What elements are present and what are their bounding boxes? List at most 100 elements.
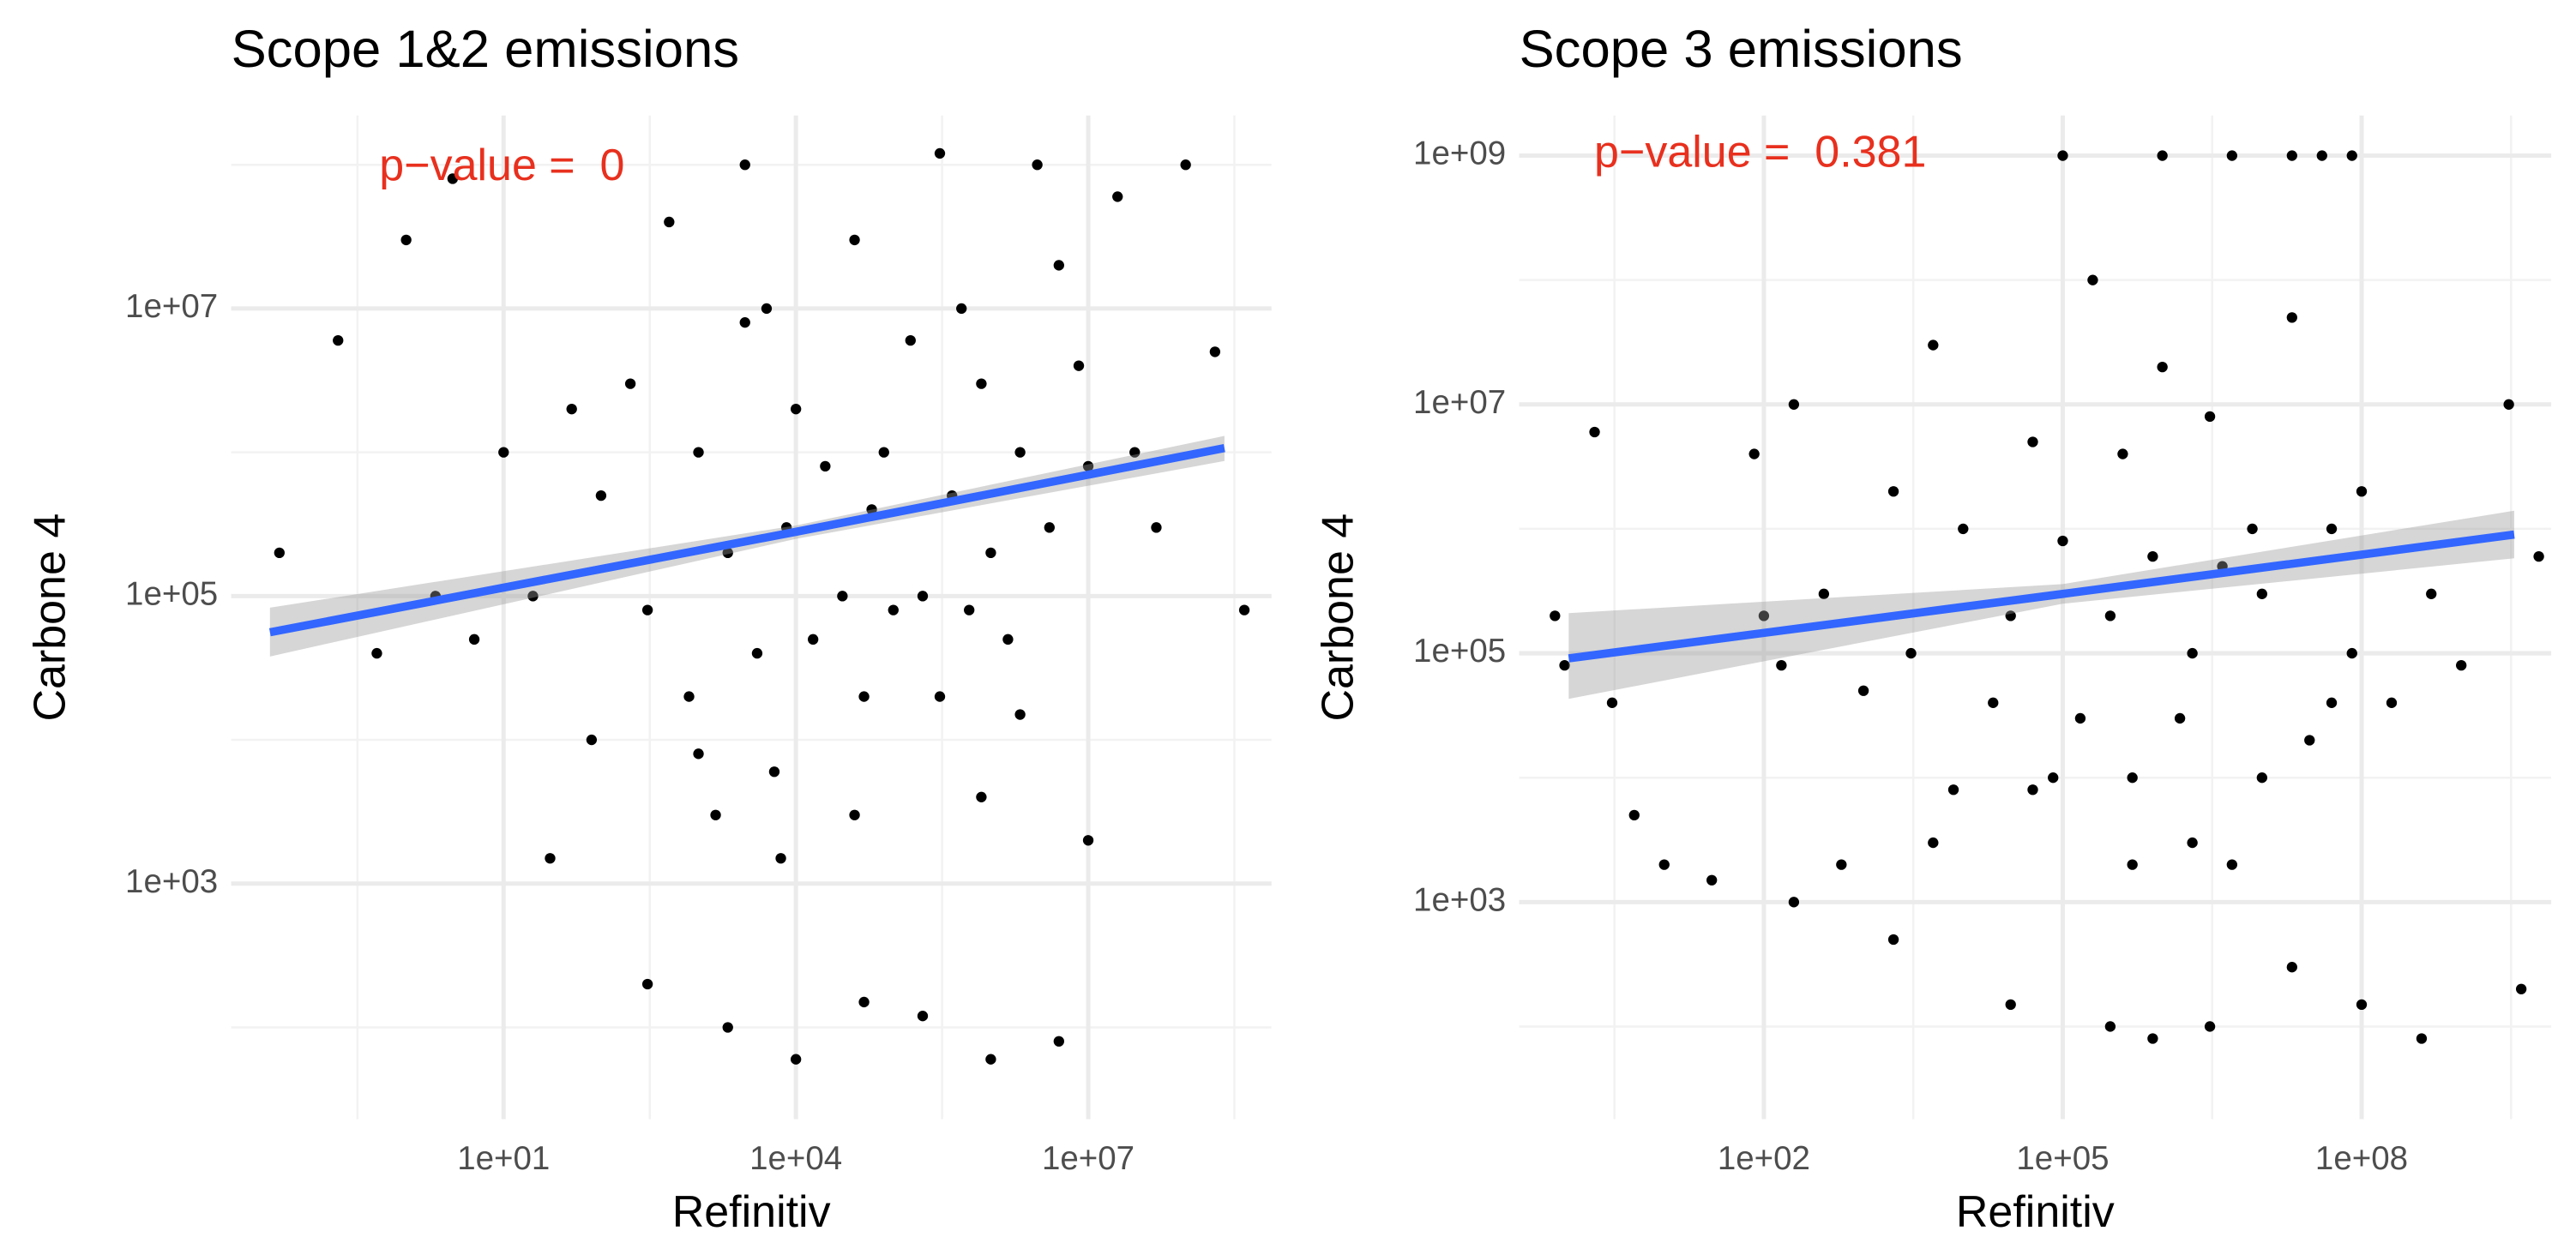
point — [2048, 772, 2059, 784]
point — [722, 1022, 733, 1033]
confidence-band — [269, 435, 1225, 657]
point — [2326, 697, 2338, 708]
fit-line — [1568, 530, 2515, 663]
x-tick-label: 1e+01 — [457, 1140, 550, 1177]
point — [693, 447, 704, 458]
point — [917, 591, 929, 602]
point — [849, 234, 860, 246]
y-tick-label: 1e+03 — [125, 863, 218, 900]
point — [2127, 859, 2138, 870]
point — [2515, 983, 2527, 994]
panel: 1e+02 1e+05 1e+08 1e+03 1e+05 1e+07 1e+09 Scope… — [1313, 20, 2552, 1237]
point — [468, 634, 480, 645]
point — [2286, 962, 2297, 973]
point — [1073, 360, 1085, 371]
x-tick-label: 1e+07 — [1042, 1140, 1135, 1177]
point — [586, 734, 598, 746]
point — [2226, 150, 2238, 161]
point — [1788, 897, 1800, 908]
x-tick-label: 1e+08 — [2315, 1140, 2408, 1177]
point — [956, 303, 967, 315]
y-tick-label: 1e+09 — [1413, 135, 1506, 172]
point — [2416, 1033, 2428, 1044]
point — [934, 147, 946, 159]
point — [905, 334, 916, 346]
point — [2426, 588, 2437, 599]
point — [2326, 523, 2338, 535]
point — [2147, 550, 2158, 562]
point — [1129, 447, 1141, 458]
point — [878, 447, 889, 458]
point — [641, 604, 653, 615]
point — [595, 489, 607, 501]
point — [447, 173, 459, 184]
point — [2005, 610, 2016, 621]
point — [808, 634, 819, 645]
point — [371, 647, 382, 659]
point — [333, 334, 344, 346]
point — [2356, 486, 2368, 497]
point — [1053, 1036, 1064, 1047]
point — [274, 547, 285, 559]
point — [2087, 274, 2098, 285]
point — [768, 766, 780, 778]
point — [1776, 659, 1787, 671]
point — [1818, 588, 1830, 599]
point — [2226, 859, 2238, 870]
point — [1758, 610, 1770, 621]
annotation: p−value = 0 — [379, 141, 624, 190]
point — [1589, 426, 1600, 438]
point — [837, 591, 848, 602]
point — [1658, 859, 1670, 870]
chart-title: Scope 3 emissions — [1520, 20, 1963, 79]
point — [2104, 1021, 2116, 1032]
y-axis-label: Carbone 4 — [25, 513, 75, 722]
point — [624, 378, 636, 389]
point — [1928, 837, 1939, 849]
x-axis-label: Refinitiv — [672, 1187, 831, 1237]
point — [2533, 550, 2544, 562]
point — [1559, 659, 1570, 671]
point — [641, 978, 653, 990]
point — [1238, 604, 1250, 615]
point — [1053, 260, 1064, 271]
point — [1002, 634, 1014, 645]
point — [683, 691, 695, 702]
point — [2346, 150, 2357, 161]
y-tick-label: 1e+03 — [1413, 881, 1506, 918]
point — [1014, 447, 1026, 458]
point — [2147, 1033, 2158, 1044]
point — [976, 791, 987, 802]
point — [1788, 399, 1800, 410]
point — [2204, 411, 2216, 423]
point — [917, 1011, 929, 1022]
point — [693, 748, 704, 760]
chart-title: Scope 1&2 emissions — [232, 20, 739, 79]
point — [2286, 312, 2297, 323]
point — [1082, 835, 1094, 846]
y-tick-label: 1e+07 — [1413, 384, 1506, 421]
point — [751, 647, 763, 659]
point — [710, 809, 721, 820]
point — [1082, 460, 1094, 472]
point — [1836, 859, 1847, 870]
point — [2503, 399, 2514, 410]
point — [1628, 809, 1640, 821]
x-tick-label: 1e+05 — [2016, 1140, 2109, 1177]
point — [858, 691, 870, 702]
y-axis-label: Carbone 4 — [1313, 513, 1363, 722]
point — [2157, 150, 2168, 161]
point — [985, 547, 996, 559]
point — [2386, 697, 2398, 708]
point — [888, 604, 899, 615]
point — [1151, 522, 1162, 533]
point — [2127, 772, 2138, 784]
point — [739, 317, 750, 328]
point — [2027, 784, 2038, 796]
point — [2074, 712, 2086, 724]
point — [1706, 874, 1718, 886]
point — [858, 996, 870, 1008]
point — [498, 447, 509, 458]
